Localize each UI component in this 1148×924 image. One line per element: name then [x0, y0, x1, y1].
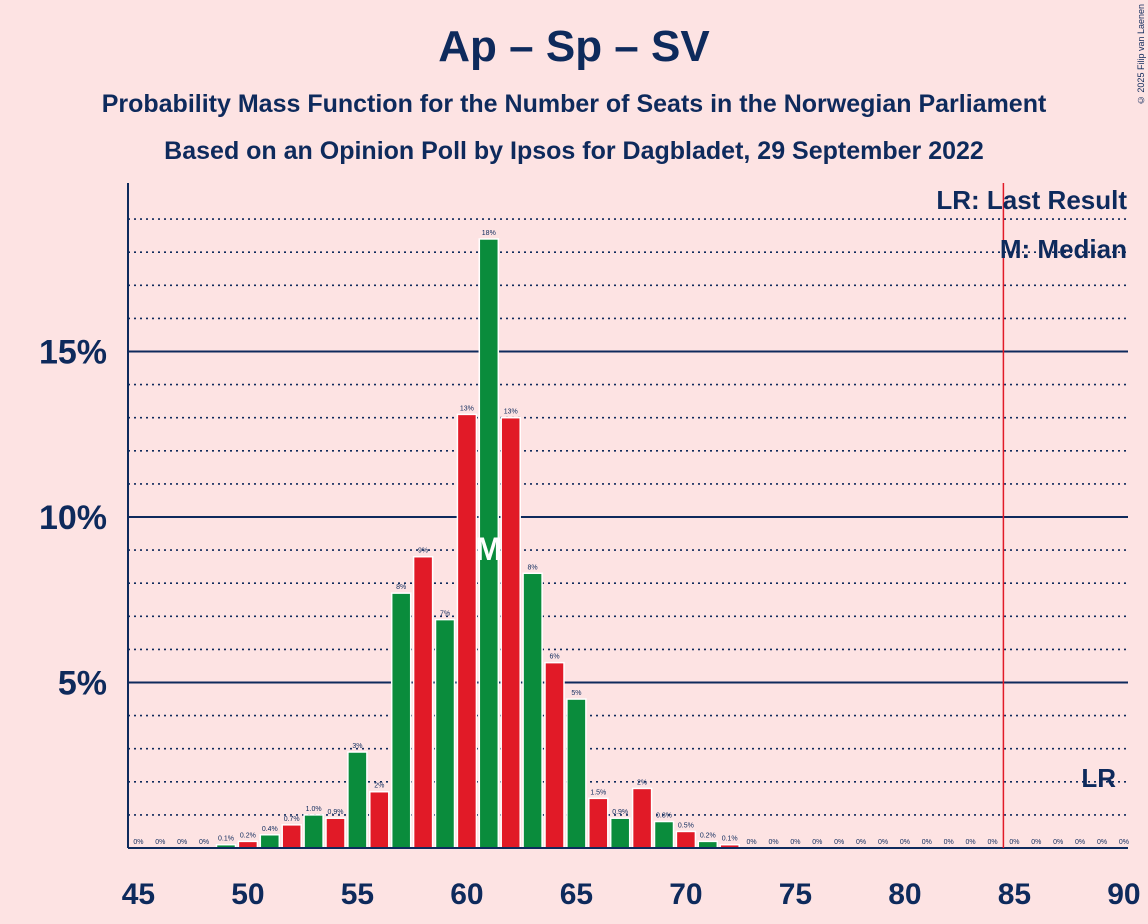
legend-last-result: LR: Last Result [936, 185, 1127, 215]
y-tick-label: 15% [39, 334, 107, 372]
bar-label-56: 2% [374, 783, 384, 790]
bar-69 [653, 820, 675, 849]
bar-label-62: 13% [504, 409, 518, 416]
bar-label-74: 0% [768, 839, 778, 846]
bar-label-72: 0.1% [722, 836, 738, 843]
median-marker: M [475, 531, 502, 567]
chart-subtitle-2: Based on an Opinion Poll by Ipsos for Da… [164, 137, 984, 165]
bar-56 [369, 790, 390, 849]
bar-label-82: 0% [944, 839, 954, 846]
bar-label-76: 0% [812, 839, 822, 846]
bar-label-45: 0% [133, 839, 143, 846]
bar-label-49: 0.1% [218, 836, 234, 843]
bar-label-69: 0.8% [656, 813, 672, 820]
bar-label-66: 1.5% [590, 789, 606, 796]
x-tick-label: 70 [669, 878, 702, 911]
bar-label-68: 2% [637, 779, 647, 786]
bar-label-80: 0% [900, 839, 910, 846]
bar-label-86: 0% [1031, 839, 1041, 846]
bar-59 [434, 618, 456, 849]
bar-label-53: 1.0% [306, 806, 322, 813]
bar-label-89: 0% [1097, 839, 1107, 846]
axes: 5% 10% 15% 45 50 55 60 65 70 75 80 85 90 [39, 183, 1141, 911]
bar-label-78: 0% [856, 839, 866, 846]
bar-label-59: 7% [440, 611, 450, 618]
bar-label-67: 0.9% [612, 809, 628, 816]
bar-label-51: 0.4% [262, 826, 278, 833]
bar-66 [588, 797, 609, 849]
bar-label-52: 0.7% [284, 816, 300, 823]
bar-label-75: 0% [790, 839, 800, 846]
bar-label-58: 9% [418, 548, 428, 555]
bar-value-labels: 0% 0% 0% 0% 0.1% 0.2% 0.4% 0.7% 1.0% 0.9% 3% 2% 8% 9%… [133, 230, 1129, 846]
x-tick-label: 50 [231, 878, 264, 911]
bar-label-90: 0% [1119, 839, 1129, 846]
bar-62 [500, 416, 521, 849]
legend-median: M: Median [1000, 234, 1127, 264]
bar-64 [544, 661, 565, 849]
x-tick-label: 85 [998, 878, 1031, 911]
bar-label-81: 0% [922, 839, 932, 846]
x-tick-label: 90 [1107, 878, 1140, 911]
bar-label-65: 5% [571, 690, 581, 697]
y-tick-label: 10% [39, 499, 107, 537]
bar-label-50: 0.2% [240, 832, 256, 839]
bar-label-87: 0% [1053, 839, 1063, 846]
x-tick-label: 45 [122, 878, 155, 911]
bar-68 [631, 787, 653, 849]
bar-label-71: 0.2% [700, 832, 716, 839]
bar-label-48: 0% [199, 839, 209, 846]
bar-label-84: 0% [987, 839, 997, 846]
bar-57 [390, 592, 412, 849]
last-result-marker: LR [1081, 763, 1116, 793]
bar-52 [281, 824, 302, 849]
x-tick-label: 75 [779, 878, 812, 911]
x-tick-label: 80 [888, 878, 921, 911]
bar-label-79: 0% [878, 839, 888, 846]
bar-label-54: 0.9% [328, 809, 344, 816]
bar-53 [303, 814, 324, 849]
bar-55 [347, 751, 368, 849]
bar-65 [566, 698, 587, 849]
bar-label-55: 3% [352, 743, 362, 750]
bar-label-77: 0% [834, 839, 844, 846]
bar-label-73: 0% [747, 839, 757, 846]
bar-label-63: 8% [528, 564, 538, 571]
bar-label-85: 0% [1009, 839, 1019, 846]
bar-label-70: 0.5% [678, 822, 694, 829]
bar-63 [522, 572, 543, 849]
bar-70 [675, 830, 697, 849]
bar-label-60: 13% [460, 405, 474, 412]
bar-label-88: 0% [1075, 839, 1085, 846]
grid-lines [128, 218, 1128, 816]
bar-label-57: 8% [396, 584, 406, 591]
bar-label-47: 0% [177, 839, 187, 846]
x-tick-label: 65 [560, 878, 593, 911]
chart-subtitle-1: Probability Mass Function for the Number… [101, 90, 1047, 118]
chart-title: Ap – Sp – SV [438, 22, 710, 71]
x-tick-label: 60 [450, 878, 483, 911]
bar-label-61: 18% [482, 230, 496, 237]
bar-label-46: 0% [155, 839, 165, 846]
bar-label-64: 6% [549, 654, 559, 661]
overlay: LR M LR: Last Result M: Median [475, 183, 1127, 848]
bar-51 [259, 834, 281, 849]
bar-54 [325, 817, 346, 849]
bar-label-83: 0% [966, 839, 976, 846]
y-tick-label: 5% [58, 665, 107, 703]
bar-58 [412, 555, 434, 849]
bar-60 [456, 413, 478, 849]
x-tick-label: 55 [341, 878, 374, 911]
bar-67 [609, 817, 631, 849]
